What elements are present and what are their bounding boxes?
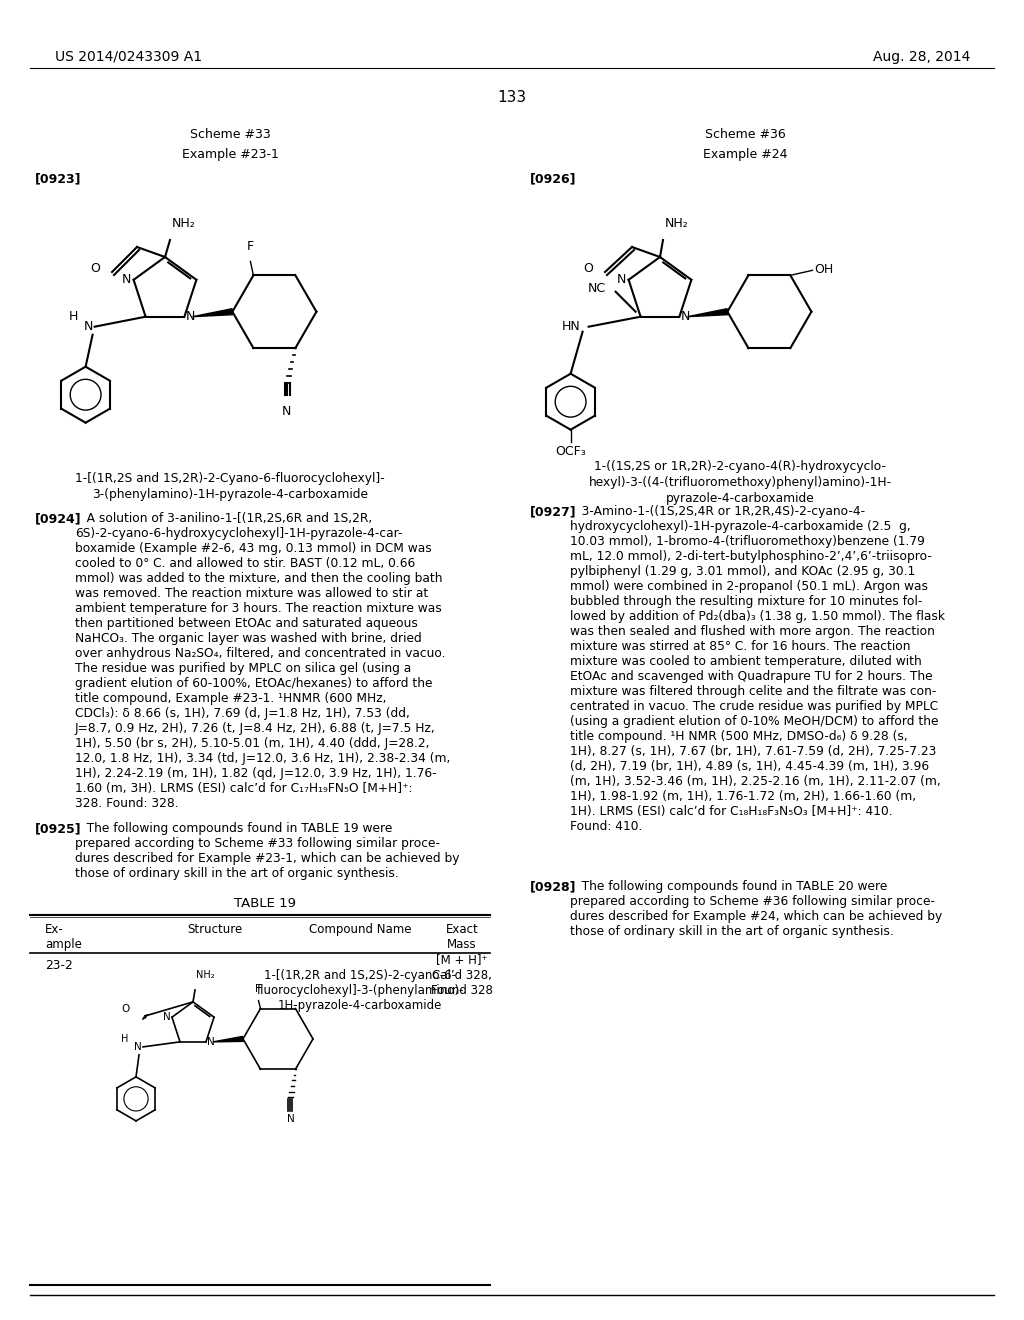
Text: H: H: [70, 310, 79, 323]
Text: Structure: Structure: [187, 923, 243, 936]
Text: F: F: [247, 240, 254, 253]
Text: NH₂: NH₂: [196, 970, 215, 979]
Text: N: N: [185, 310, 195, 323]
Text: TABLE 19: TABLE 19: [234, 898, 296, 909]
Text: hexyl)-3-((4-(trifluoromethoxy)phenyl)amino)-1H-: hexyl)-3-((4-(trifluoromethoxy)phenyl)am…: [589, 477, 892, 488]
Polygon shape: [213, 1036, 244, 1041]
Text: US 2014/0243309 A1: US 2014/0243309 A1: [55, 50, 202, 63]
Text: [0927]: [0927]: [530, 506, 577, 517]
Text: Compound Name: Compound Name: [309, 923, 412, 936]
Text: Scheme #33: Scheme #33: [189, 128, 270, 141]
Text: 23-2: 23-2: [45, 960, 73, 972]
Text: OCF₃: OCF₃: [555, 445, 586, 458]
Text: Aug. 28, 2014: Aug. 28, 2014: [872, 50, 970, 63]
Text: N: N: [282, 405, 291, 418]
Text: The following compounds found in TABLE 20 were
prepared according to Scheme #36 : The following compounds found in TABLE 2…: [570, 880, 942, 939]
Text: 3-Amino-1-((1S,2S,4R or 1R,2R,4S)-2-cyano-4-
hydroxycyclohexyl)-1H-pyrazole-4-ca: 3-Amino-1-((1S,2S,4R or 1R,2R,4S)-2-cyan…: [570, 506, 945, 833]
Text: O: O: [122, 1005, 130, 1014]
Text: 1-[(1R,2S and 1S,2R)-2-Cyano-6-fluorocyclohexyl]-: 1-[(1R,2S and 1S,2R)-2-Cyano-6-fluorocyc…: [75, 473, 385, 484]
Text: N: N: [84, 321, 93, 333]
Text: N: N: [134, 1041, 142, 1052]
Polygon shape: [687, 309, 728, 317]
Text: 3-(phenylamino)-1H-pyrazole-4-carboxamide: 3-(phenylamino)-1H-pyrazole-4-carboxamid…: [92, 488, 368, 502]
Text: NH₂: NH₂: [172, 216, 196, 230]
Text: Cal’d 328,
Found 328: Cal’d 328, Found 328: [431, 969, 493, 997]
Text: [0926]: [0926]: [530, 172, 577, 185]
Text: Exact
Mass
[M + H]⁺: Exact Mass [M + H]⁺: [436, 923, 487, 966]
Text: N: N: [680, 310, 690, 323]
Text: Ex-
ample: Ex- ample: [45, 923, 82, 950]
Text: HN: HN: [562, 321, 581, 333]
Text: 1-((1S,2S or 1R,2R)-2-cyano-4(R)-hydroxycyclo-: 1-((1S,2S or 1R,2R)-2-cyano-4(R)-hydroxy…: [594, 459, 886, 473]
Text: pyrazole-4-carboxamide: pyrazole-4-carboxamide: [666, 492, 814, 506]
Text: N: N: [163, 1012, 171, 1022]
Text: [0924]: [0924]: [35, 512, 82, 525]
Text: F: F: [255, 983, 260, 994]
Text: O: O: [90, 263, 100, 276]
Text: [0925]: [0925]: [35, 822, 82, 836]
Text: NH₂: NH₂: [665, 216, 689, 230]
Text: 133: 133: [498, 90, 526, 106]
Text: OH: OH: [814, 263, 834, 276]
Text: Example #23-1: Example #23-1: [181, 148, 279, 161]
Text: Scheme #36: Scheme #36: [705, 128, 785, 141]
Text: A solution of 3-anilino-1-[(1R,2S,6R and 1S,2R,
6S)-2-cyano-6-hydroxycyclohexyl]: A solution of 3-anilino-1-[(1R,2S,6R and…: [75, 512, 451, 810]
Text: The following compounds found in TABLE 19 were
prepared according to Scheme #33 : The following compounds found in TABLE 1…: [75, 822, 460, 880]
Text: NC: NC: [588, 282, 605, 296]
Text: N: N: [122, 273, 132, 286]
Text: N: N: [617, 273, 627, 286]
Text: 1-[(1R,2R and 1S,2S)-2-cyano-6-
fluorocyclohexyl]-3-(phenylamino)-
1H-pyrazole-4: 1-[(1R,2R and 1S,2S)-2-cyano-6- fluorocy…: [256, 969, 464, 1012]
Polygon shape: [193, 309, 232, 317]
Text: [0923]: [0923]: [35, 172, 82, 185]
Text: N: N: [287, 1114, 294, 1125]
Text: H: H: [121, 1034, 128, 1044]
Text: O: O: [583, 263, 593, 276]
Text: Example #24: Example #24: [702, 148, 787, 161]
Text: N: N: [207, 1038, 215, 1047]
Text: [0928]: [0928]: [530, 880, 577, 894]
